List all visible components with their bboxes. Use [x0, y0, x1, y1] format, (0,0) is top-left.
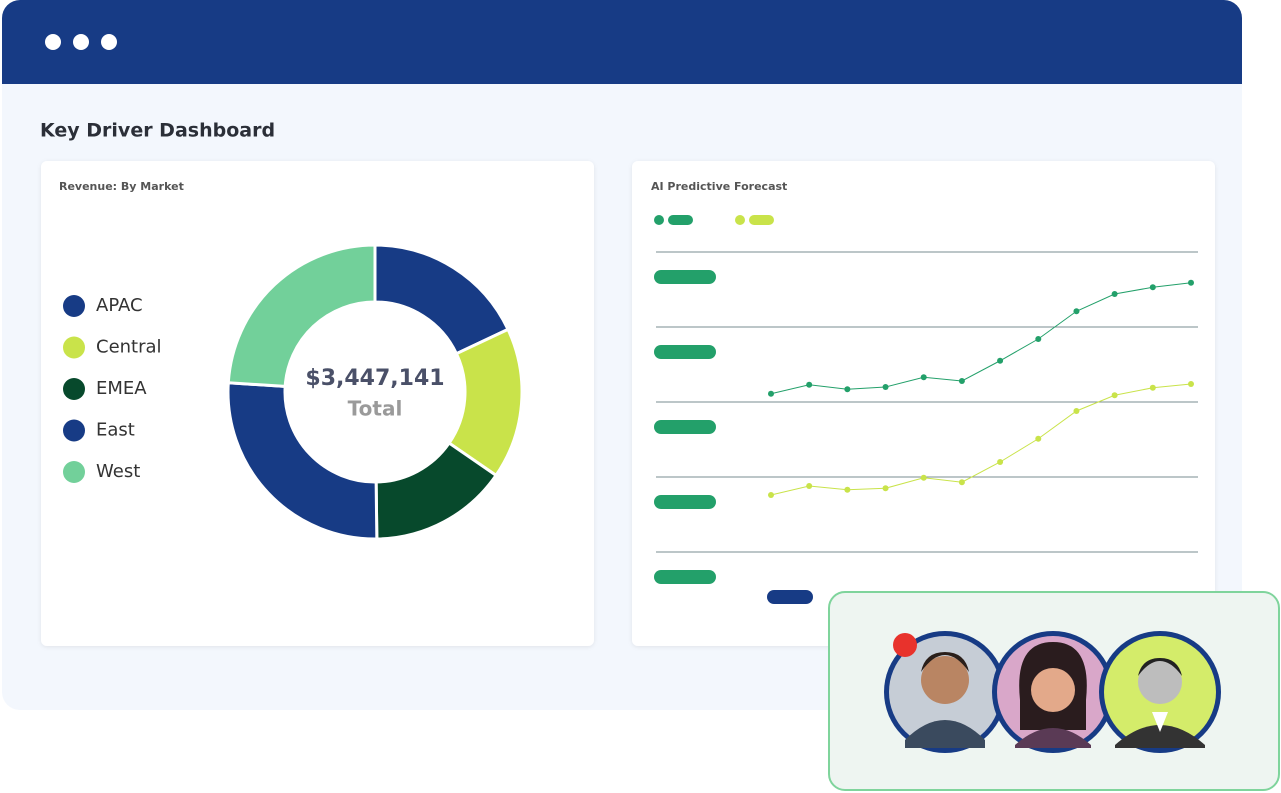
legend-placeholder [749, 215, 774, 225]
data-point [844, 486, 851, 493]
legend-label: Central [96, 337, 162, 358]
series-line [770, 282, 1192, 395]
dashboard-title: Key Driver Dashboard [40, 120, 275, 142]
data-point [1111, 291, 1118, 297]
center-value: $3,447,141 [305, 366, 444, 391]
window-dot[interactable] [101, 34, 117, 50]
data-point [1188, 279, 1194, 286]
window-dot[interactable] [73, 34, 89, 50]
card-title: AI Predictive Forecast [651, 180, 787, 193]
data-point [768, 492, 774, 498]
legend-label: East [96, 420, 135, 441]
line-chart [654, 215, 1198, 584]
y-tick-placeholder [654, 495, 716, 509]
data-point [1073, 408, 1080, 414]
legend-swatch [63, 295, 85, 317]
legend-swatch [63, 461, 85, 483]
donut-segment [226, 243, 377, 388]
data-point [768, 390, 774, 397]
donut-segment [226, 381, 379, 541]
data-point [920, 474, 927, 481]
avatar[interactable] [884, 631, 1006, 753]
data-point [1073, 308, 1080, 315]
window-dot[interactable] [45, 34, 61, 50]
legend-swatch [63, 336, 85, 359]
y-tick-placeholder [654, 420, 716, 434]
data-point [958, 378, 965, 384]
data-point [1035, 435, 1042, 442]
y-tick-placeholder [654, 345, 716, 359]
title-bar [2, 0, 1242, 84]
legend-label: EMEA [96, 378, 147, 399]
avatar[interactable] [1099, 631, 1221, 753]
data-point [882, 485, 889, 492]
y-tick-placeholder [654, 570, 716, 584]
data-point [1035, 336, 1042, 342]
data-point [1111, 392, 1118, 399]
data-point [1188, 381, 1194, 387]
data-point [1149, 384, 1156, 391]
legend-swatch [735, 215, 745, 225]
data-point [844, 386, 851, 393]
video-call [828, 591, 1280, 791]
legend-swatch [654, 215, 664, 225]
y-tick-placeholder [654, 270, 716, 284]
data-point [806, 483, 813, 489]
data-point [920, 374, 927, 381]
data-point [997, 357, 1004, 364]
data-point [806, 381, 813, 388]
legend-label: West [96, 461, 140, 482]
series-line [770, 383, 1192, 496]
data-point [1149, 284, 1156, 291]
placeholder-pill [767, 590, 813, 604]
legend-swatch [63, 378, 85, 400]
data-point [997, 459, 1004, 465]
center-label: Total [348, 397, 403, 421]
legend-placeholder [668, 215, 693, 225]
donut-chart: APAC Central EMEA East West $3,447,141 Total [63, 243, 524, 541]
legend-swatch [63, 419, 85, 442]
data-point [958, 479, 965, 486]
data-point [882, 384, 889, 390]
card-title: Revenue: By Market [59, 180, 184, 193]
avatar[interactable] [992, 631, 1114, 753]
card [632, 161, 1215, 646]
legend-label: APAC [96, 295, 143, 316]
recording-indicator [893, 633, 917, 657]
